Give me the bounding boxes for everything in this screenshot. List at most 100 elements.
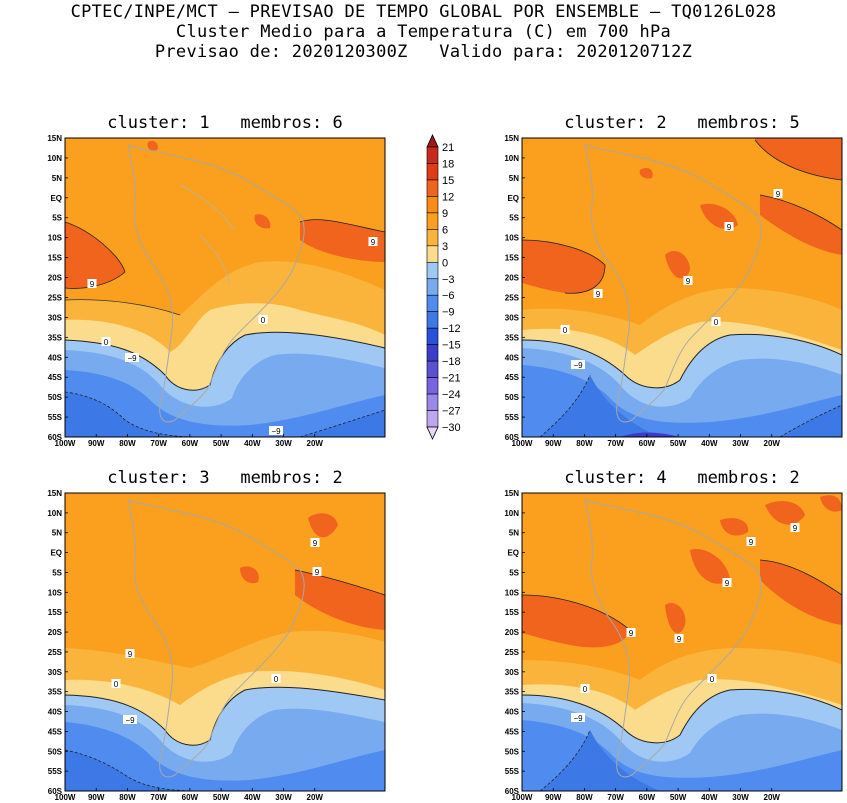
lon-tick-label: 30W (275, 439, 292, 448)
panel-2-title: cluster: 2 membros: 5 (564, 113, 800, 133)
contour-label-box (258, 315, 268, 324)
lat-tick-label: 10S (48, 234, 63, 243)
lon-tick-label: 60W (639, 793, 656, 802)
lon-tick-label: 30W (732, 439, 749, 448)
lon-tick-label: 70W (150, 439, 167, 448)
lon-tick-label: 80W (576, 793, 593, 802)
lat-tick-label: 30S (505, 313, 520, 322)
lat-tick-label: 35S (505, 333, 520, 342)
contour-label: 9 (677, 635, 682, 644)
map-panel-3 (65, 493, 385, 791)
contour-label-box (746, 537, 756, 546)
colorbar-tick-label: −18 (442, 356, 461, 368)
lon-tick-label: 90W (545, 793, 562, 802)
contour-label-box (773, 189, 783, 198)
colorbar-tick-label: −30 (442, 422, 461, 434)
contour-label: 9 (727, 223, 732, 232)
contour-label-box (571, 713, 585, 722)
contour-label: 0 (114, 680, 119, 689)
lat-tick-label: 10S (505, 588, 520, 597)
lat-tick-label: 50S (505, 747, 520, 756)
colorbar-swatch (426, 311, 439, 329)
lat-tick-label: 55S (48, 413, 63, 422)
lat-tick-label: 10N (504, 154, 519, 163)
contour-label: 9 (793, 524, 798, 533)
contour-label: 9 (749, 538, 754, 547)
panel-2-frame (521, 137, 843, 438)
colorbar-swatch (426, 327, 439, 345)
contour-label-box (125, 353, 139, 362)
contour-label-box (626, 628, 636, 637)
lat-tick-label: 10S (48, 588, 63, 597)
main-title: CPTEC/INPE/MCT – PREVISAO DE TEMPO GLOBA… (70, 2, 777, 22)
lat-tick-label: 60S (505, 787, 520, 796)
contour-label: 0 (563, 326, 568, 335)
lon-tick-label: 70W (607, 439, 624, 448)
lat-tick-label: 20S (48, 274, 63, 283)
colorbar-tick-label: −6 (442, 290, 455, 302)
lat-tick-label: EQ (507, 549, 519, 558)
lat-tick-label: 45S (505, 727, 520, 736)
contour-label: −9 (127, 354, 137, 363)
contour-label: 9 (776, 190, 781, 199)
lat-tick-label: 15N (47, 134, 62, 143)
lon-tick-label: 20W (764, 439, 781, 448)
lat-tick-label: 40S (48, 708, 63, 717)
colorbar-swatch (426, 245, 439, 263)
colorbar-tick-label: 18 (442, 158, 454, 170)
contour-label-box (724, 222, 734, 231)
forecast-dates: Previsao de: 2020120300Z Valido para: 20… (154, 42, 693, 62)
lat-tick-label: 60S (48, 787, 63, 796)
lon-tick-label: 50W (670, 439, 687, 448)
contour-label-box (707, 674, 717, 683)
map-panel-1 (65, 138, 385, 437)
colorbar-tick-label: 12 (442, 191, 454, 203)
contour-label: 9 (90, 280, 95, 289)
lat-tick-label: 45S (505, 373, 520, 382)
lat-tick-label: 10N (504, 509, 519, 518)
lat-tick-label: 25S (48, 648, 63, 657)
contour-label-box (111, 679, 121, 688)
colorbar-top-arrow (426, 134, 439, 148)
lat-tick-label: 50S (505, 393, 520, 402)
contour-label-box (674, 634, 684, 643)
panel-3-title: cluster: 3 membros: 2 (107, 468, 343, 488)
lat-tick-label: 60S (48, 433, 63, 442)
colorbar-swatch (426, 294, 439, 313)
lat-tick-label: 40S (505, 708, 520, 717)
lat-tick-label: 5S (509, 568, 519, 577)
lat-tick-label: 25S (505, 648, 520, 657)
lat-tick-label: 15S (505, 254, 520, 263)
lat-tick-label: 25S (505, 293, 520, 302)
contour-label: 9 (596, 290, 601, 299)
colorbar-swatch (426, 344, 439, 362)
lon-tick-label: 80W (576, 439, 593, 448)
colorbar-swatch (426, 229, 439, 247)
contour-label: 9 (315, 568, 320, 577)
contour-label-box (101, 337, 111, 346)
colorbar: 21 18 15 12 9 6 3 0 −3 −6 −9 −12 −15 −18 −21 −24 −27 −30 (426, 134, 461, 440)
lat-tick-label: 25S (48, 293, 63, 302)
lat-tick-label: 15N (504, 134, 519, 143)
colorbar-tick-label: −27 (442, 406, 461, 418)
contour-label-box (571, 360, 585, 369)
lon-tick-label: 30W (732, 793, 749, 802)
contour-label: 9 (629, 629, 634, 638)
contour-label-box (560, 325, 570, 334)
colorbar-swatch (426, 196, 439, 214)
lat-tick-label: 30S (505, 668, 520, 677)
lon-tick-label: 100W (512, 793, 533, 802)
subtitle: Cluster Medio para a Temperatura (C) em … (175, 22, 672, 42)
panel-1-title: cluster: 1 membros: 6 (107, 113, 343, 133)
contour-label: 0 (274, 675, 279, 684)
colorbar-tick-label: 3 (442, 241, 448, 253)
colorbar-tick-label: −9 (442, 307, 455, 319)
lat-tick-label: 40S (48, 353, 63, 362)
contour-label-box (722, 578, 732, 587)
contour-label: 9 (371, 238, 376, 247)
lon-tick-label: 60W (639, 439, 656, 448)
colorbar-tick-label: 21 (442, 142, 454, 154)
contour-label: −9 (573, 361, 583, 370)
contour-label-box (87, 279, 97, 288)
lat-tick-label: 40S (505, 353, 520, 362)
